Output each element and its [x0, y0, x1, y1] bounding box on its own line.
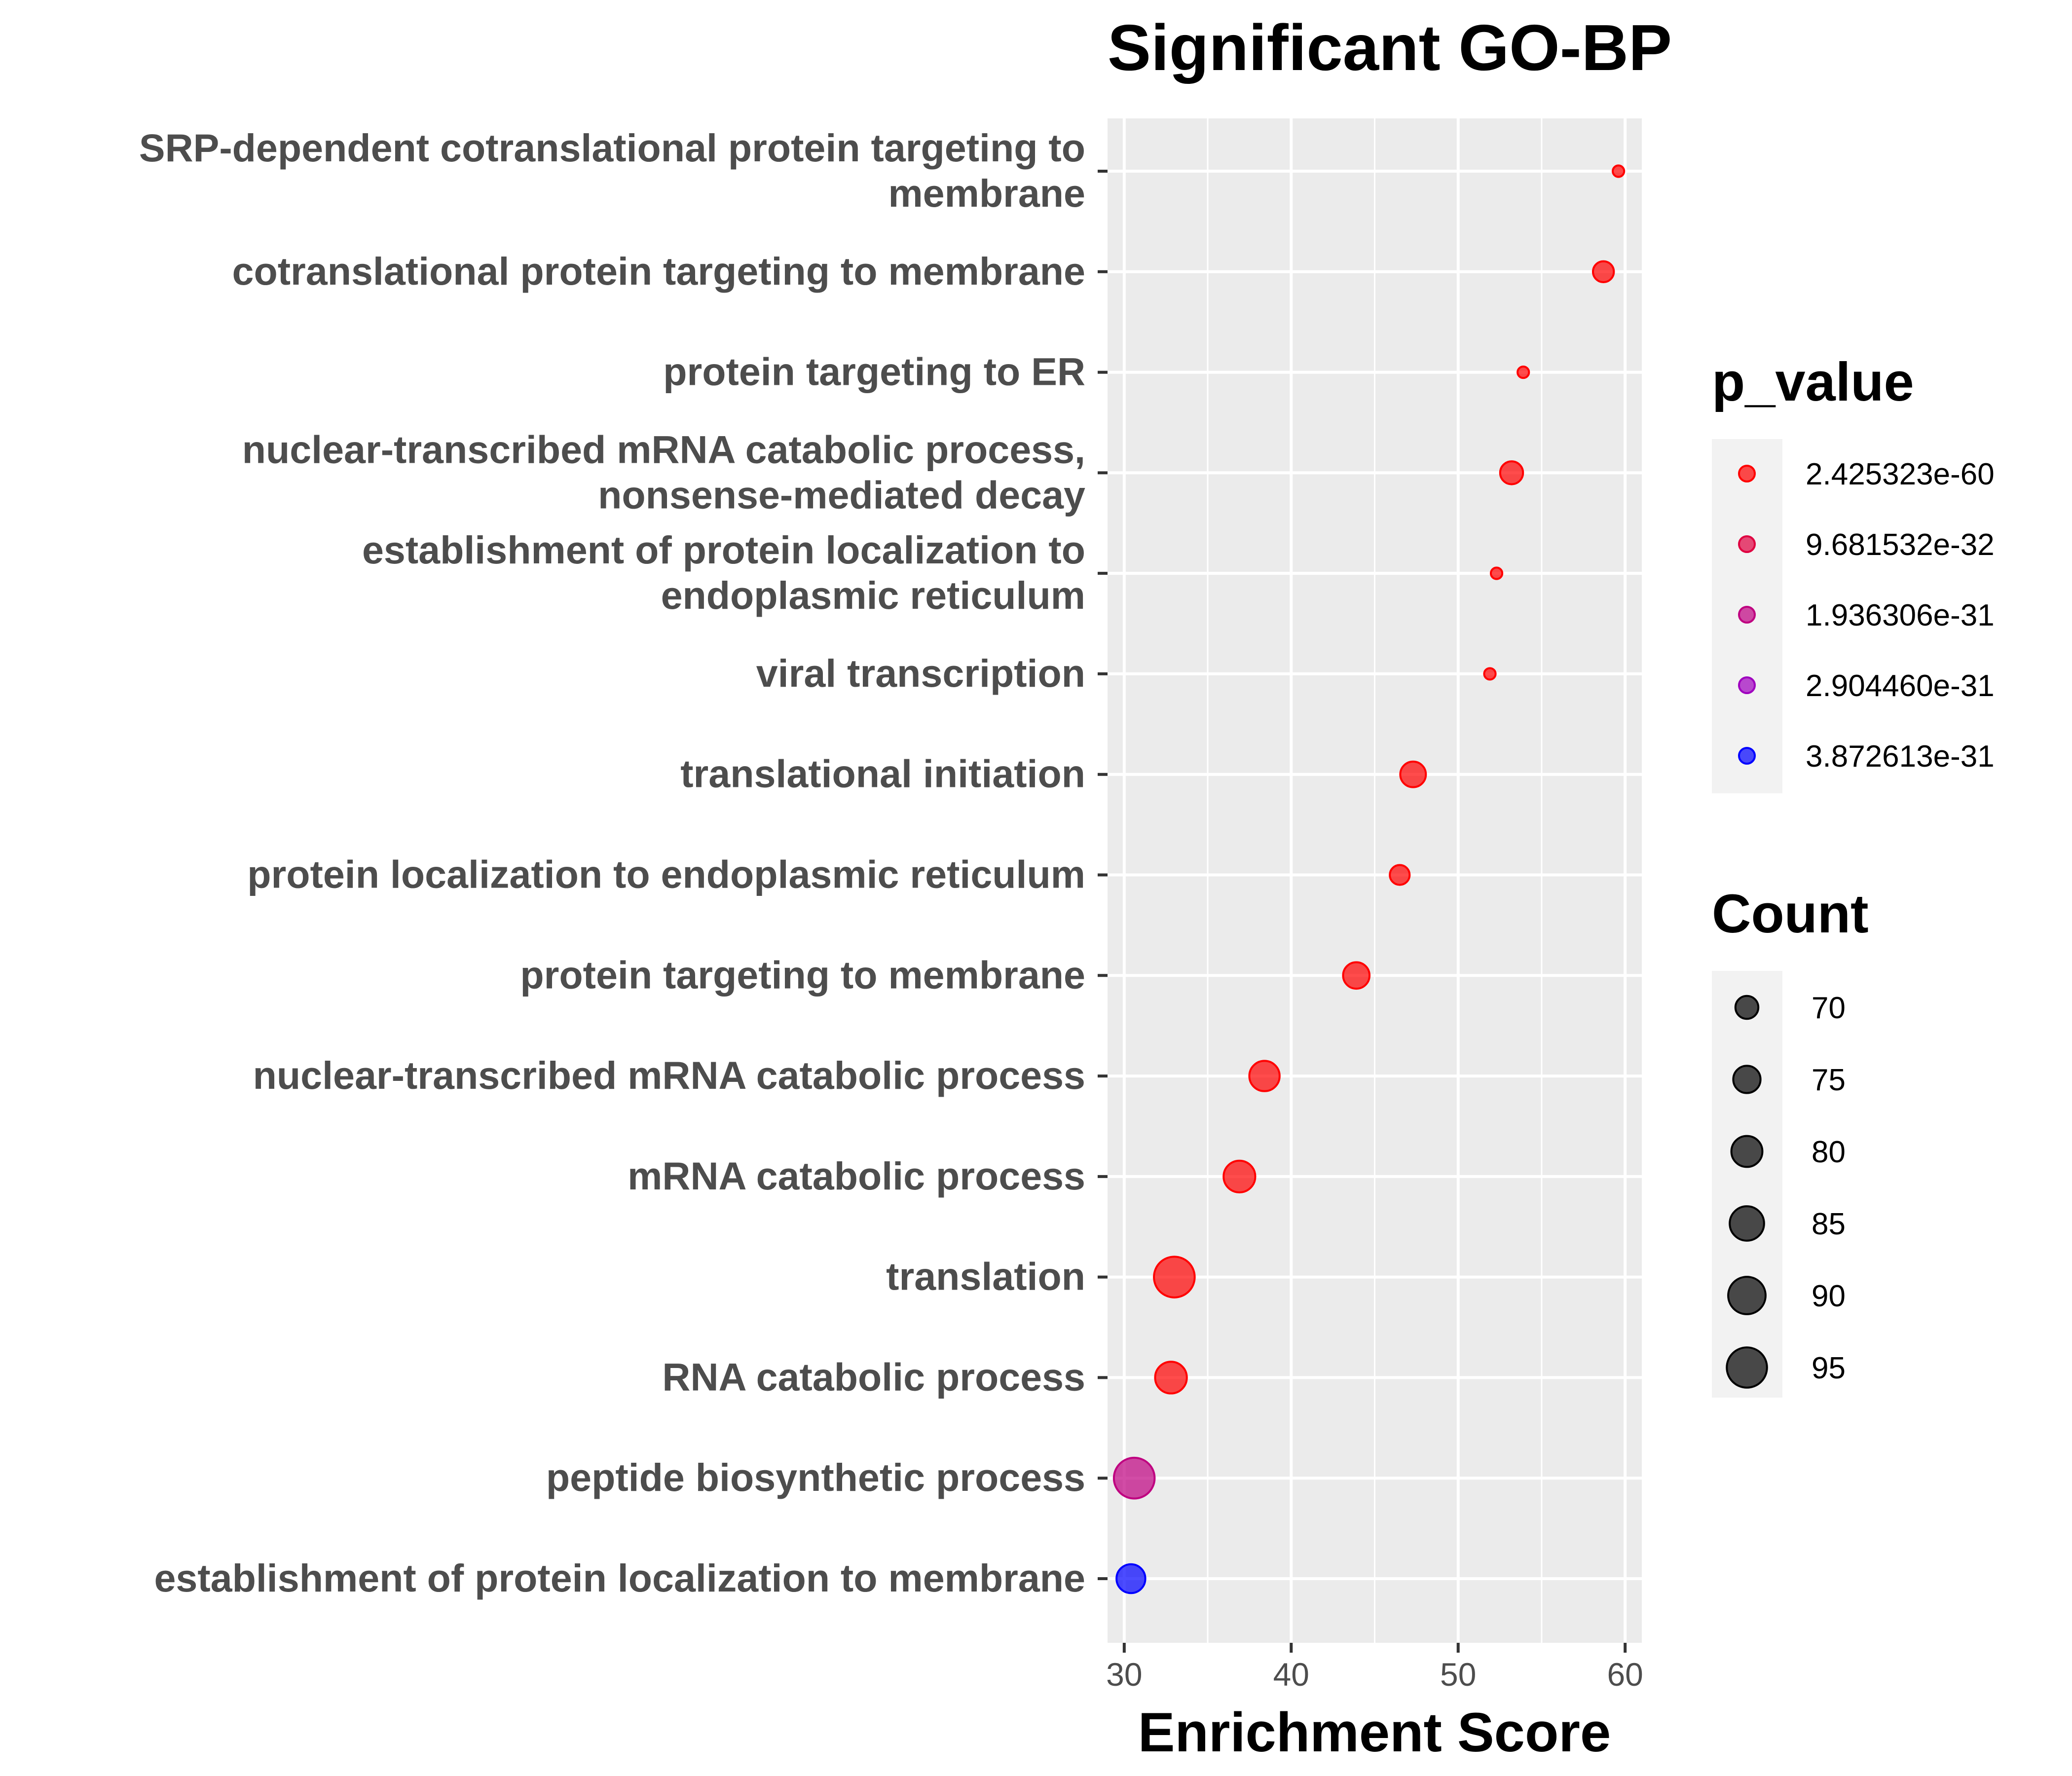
x-tick-label: 40 — [1273, 1656, 1309, 1693]
legend-label: 9.681532e-32 — [1806, 528, 1995, 562]
legend-key-background — [1712, 971, 1782, 1398]
legend-label: 1.936306e-31 — [1806, 598, 1995, 632]
legend-label: 70 — [1812, 991, 1846, 1025]
data-point — [1115, 1563, 1147, 1594]
legend-key — [1734, 995, 1760, 1020]
data-point — [1153, 1256, 1196, 1298]
legend-key — [1727, 1276, 1767, 1315]
grid-major — [1108, 118, 1642, 1643]
data-point — [1248, 1060, 1281, 1092]
y-tick-label: cotranslational protein targeting to mem… — [232, 249, 1085, 293]
x-axis: 30 40 50 60 — [1106, 1643, 1643, 1693]
legend-label: 75 — [1812, 1063, 1846, 1097]
data-point — [1499, 460, 1524, 485]
data-point — [1483, 667, 1497, 681]
x-tick-label: 50 — [1440, 1656, 1476, 1693]
chart-title: Significant GO-BP — [1108, 11, 1672, 84]
y-tick-label: SRP-dependent cotranslational protein ta… — [139, 126, 1085, 170]
y-tick-label: translation — [886, 1255, 1085, 1298]
data-point — [1489, 566, 1504, 580]
legend-label: 95 — [1812, 1351, 1846, 1385]
legend-label: 85 — [1812, 1207, 1846, 1241]
data-point — [1399, 760, 1427, 788]
data-point — [1112, 1456, 1156, 1500]
y-tick-label: viral transcription — [756, 651, 1085, 695]
data-point — [1342, 961, 1371, 990]
y-tick-label: protein targeting to ER — [663, 350, 1085, 394]
y-tick-label: nuclear-transcribed mRNA catabolic proce… — [253, 1053, 1085, 1097]
legend-label: 2.425323e-60 — [1806, 457, 1995, 491]
legend-p-value: p_value 2.425323e-60 9.681532e-32 1.936306e… — [1712, 352, 1995, 793]
x-tick-label: 60 — [1607, 1656, 1643, 1693]
y-axis: SRP-dependent cotranslational protein ta… — [139, 126, 1108, 1600]
data-point — [1612, 164, 1626, 178]
legend-label: 3.872613e-31 — [1806, 740, 1995, 774]
data-point — [1389, 864, 1411, 886]
y-tick-label: peptide biosynthetic process — [546, 1455, 1085, 1499]
legend-key — [1730, 1135, 1764, 1168]
y-tick-label: establishment of protein localization to… — [154, 1556, 1085, 1600]
data-point — [1222, 1159, 1257, 1193]
legend-key — [1738, 747, 1756, 765]
data-point — [1591, 260, 1615, 283]
legend-title: p_value — [1712, 352, 1914, 412]
legend-key — [1738, 676, 1756, 694]
y-tick-label: endoplasmic reticulum — [661, 573, 1085, 617]
legend-key — [1738, 606, 1756, 624]
y-tick-label: translational initiation — [680, 752, 1085, 796]
y-tick-label: nuclear-transcribed mRNA catabolic proce… — [242, 427, 1085, 471]
data-point — [1154, 1361, 1188, 1395]
data-points — [1112, 164, 1626, 1594]
y-tick-label: protein localization to endoplasmic reti… — [247, 852, 1085, 896]
legend-label: 90 — [1812, 1279, 1846, 1313]
y-tick-label: establishment of protein localization to — [362, 528, 1085, 572]
y-tick-label: RNA catabolic process — [662, 1355, 1085, 1399]
legend-title: Count — [1712, 884, 1869, 944]
legend-count: Count 70 75 80 85 90 95 — [1712, 884, 1869, 1398]
x-axis-label: Enrichment Score — [1138, 1702, 1611, 1763]
x-tick-label: 30 — [1106, 1656, 1142, 1693]
legend-key — [1732, 1065, 1762, 1094]
y-tick-label: mRNA catabolic process — [628, 1154, 1085, 1198]
legend-key — [1738, 535, 1756, 553]
legend-key — [1726, 1346, 1768, 1389]
y-tick-label: nonsense-mediated decay — [598, 473, 1085, 517]
data-point — [1517, 365, 1530, 379]
y-tick-label: protein targeting to membrane — [520, 953, 1085, 997]
legend-label: 80 — [1812, 1135, 1846, 1169]
y-tick-label: membrane — [888, 171, 1085, 215]
legend-key — [1729, 1205, 1765, 1242]
legend-label: 2.904460e-31 — [1806, 669, 1995, 703]
legend-key — [1738, 465, 1756, 482]
